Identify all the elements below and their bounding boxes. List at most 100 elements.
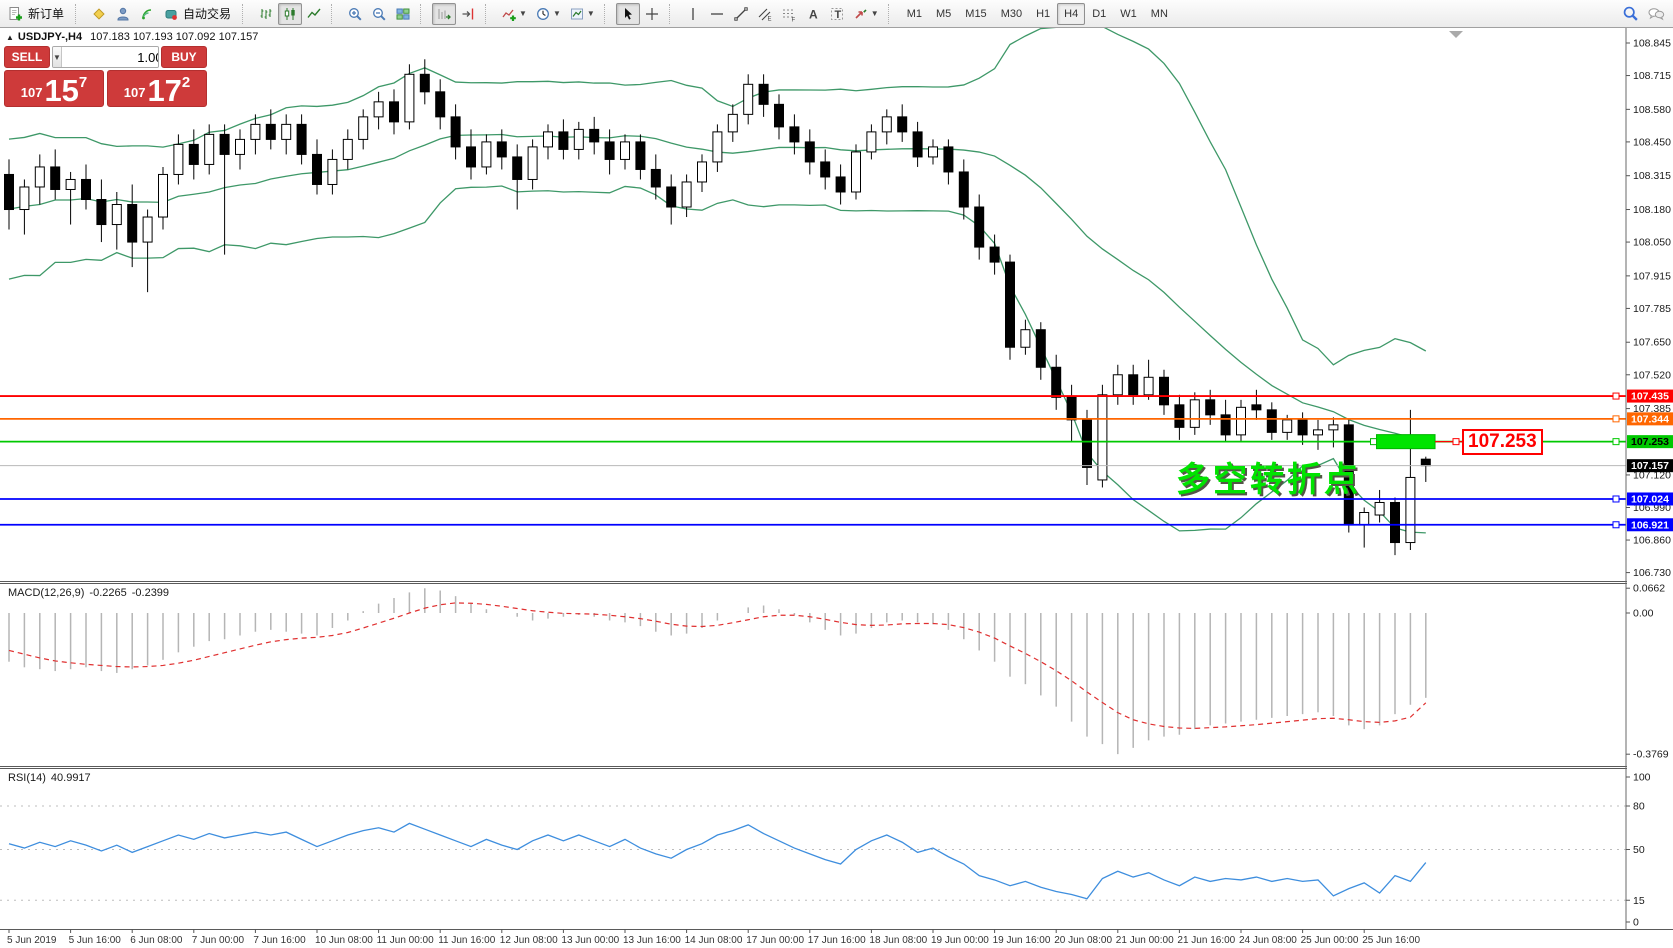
sell-button[interactable]: SELL [4,46,50,68]
candle-body-bullish [851,151,861,193]
time-axis-label: 19 Jun 00:00 [931,935,989,946]
toolbar-grip [75,3,83,24]
timeframe-button-W1[interactable]: W1 [1120,7,1137,20]
chart-window[interactable]: 108.845 108.715 108.580 108.450 108.315 108.1… [0,28,1673,948]
price-badge [1627,412,1673,426]
price-badge [1627,459,1673,473]
timeframe-button-M1[interactable]: M1 [906,7,922,20]
new-order-button[interactable]: 新订单 [4,3,70,25]
highlight-rectangle[interactable] [1376,434,1436,450]
collapse-arrow-icon[interactable]: ▲ [6,33,14,42]
line-chart-icon [306,6,322,22]
price-callout-label[interactable]: 107.253 [1462,428,1543,455]
candle-body-bearish [96,199,107,226]
candle-body-bearish [312,153,322,185]
template-icon [569,6,585,22]
signals-button[interactable] [135,3,159,25]
rsi-value: 40.9917 [50,772,91,784]
candle-body-bullish [928,146,938,158]
dropdown-caret-icon: ▼ [870,9,879,18]
metaeditor-button[interactable] [87,3,111,25]
candle-body-bearish [789,126,800,143]
crosshair-tool-button[interactable] [640,3,664,25]
timeframe-button-M30[interactable]: M30 [1000,7,1023,20]
arrows-tool-button[interactable]: ▼ [849,3,883,25]
candle-body-bearish [1128,374,1139,396]
candle-body-bullish [173,143,184,175]
hline-anchor-square[interactable] [1612,415,1620,423]
price-badge [1627,389,1673,403]
chinese-annotation[interactable]: 多空转折点 [1176,461,1361,499]
sell-price-pip: 7 [78,74,88,91]
candle-body-bullish [697,161,707,183]
macd-signal-line [8,602,1427,729]
hline-anchor-square[interactable] [1612,438,1620,446]
buy-price-prefix: 107 [123,85,146,100]
rectangle-anchor-square[interactable] [1370,438,1378,446]
timeframe-button-M15[interactable]: M15 [965,7,987,20]
volume-input[interactable] [61,47,158,67]
candle-body-bullish [743,83,754,115]
candle-body-bearish [219,133,230,155]
zoom-out-icon [371,6,387,22]
periods-button[interactable]: ▼ [531,3,565,25]
trendline-tool-button[interactable] [729,3,753,25]
candle-body-bearish [81,178,91,201]
search-button[interactable] [1618,3,1643,25]
candle-body-bullish [404,73,415,123]
indicators-button[interactable]: ▼ [497,3,531,25]
indicators-icon [501,6,517,22]
chat-button[interactable] [1643,3,1669,25]
autotrading-button[interactable]: 自动交易 [159,3,237,25]
toolbar-grip [485,3,493,24]
buy-button[interactable]: BUY [161,46,207,68]
zoom-out-button[interactable] [367,3,391,25]
timeframe-button-D1[interactable]: D1 [1092,7,1107,20]
buy-price-box[interactable]: 107 17 2 [107,70,207,107]
chart-shift-marker[interactable] [1449,31,1463,38]
market-button[interactable] [111,3,135,25]
hline-anchor-square[interactable] [1612,495,1620,503]
timeframe-button-H1[interactable]: H1 [1036,7,1051,20]
tile-windows-button[interactable] [391,3,415,25]
timeframe-button-H4[interactable]: H4 [1057,2,1086,25]
horizontal-line-tool-button[interactable] [705,3,729,25]
vertical-line-tool-button[interactable] [681,3,705,25]
text-label-tool-button[interactable]: T [825,3,849,25]
time-axis-label: 25 Jun 00:00 [1301,935,1359,946]
zoom-in-button[interactable] [343,3,367,25]
chart-canvas[interactable]: 108.845 108.715 108.580 108.450 108.315 108.1… [0,28,1673,948]
cursor-tool-button[interactable] [615,2,640,25]
channel-tool-button[interactable]: E [753,3,777,25]
price-tick-label: 108.845 [1633,38,1671,50]
price-tick-label: 108.580 [1633,104,1671,116]
bar-chart-button[interactable] [254,3,278,25]
rsi-axis-label: 50 [1633,844,1645,856]
price-tick-label: 107.915 [1633,270,1671,282]
price-axis-area[interactable] [1627,28,1673,929]
hline-anchor-square[interactable] [1612,521,1620,529]
volume-decrease-button[interactable]: ▼ [53,47,62,67]
fibonacci-tool-button[interactable]: F [777,3,801,25]
sell-price-box[interactable]: 107 15 7 [4,70,104,107]
candle-body-bullish [681,181,692,208]
one-click-trading-panel: SELL ▼ ▲ BUY 107 15 7 107 17 2 [4,46,207,107]
callout-anchor-square[interactable] [1452,438,1460,446]
toolbar-grip [887,3,896,24]
chart-shift-button[interactable] [456,3,480,25]
line-chart-button[interactable] [302,3,326,25]
candle-body-bullish [1189,399,1200,428]
hline-anchor-square[interactable] [1612,392,1620,400]
candlestick-chart-button[interactable] [278,2,303,25]
auto-scroll-button[interactable] [432,2,457,25]
timeframe-button-MN[interactable]: MN [1150,7,1168,20]
candle-body-bullish [1236,406,1246,436]
text-tool-button[interactable]: A [801,3,825,25]
candle-body-bearish [589,128,600,143]
candle-body-bullish [1374,501,1385,516]
price-tick-label: 106.860 [1633,535,1671,547]
templates-button[interactable]: ▼ [565,3,599,25]
time-axis-label: 21 Jun 16:00 [1177,935,1235,946]
timeframe-button-M5[interactable]: M5 [936,7,952,20]
macd-main-value: -0.2265 [89,587,127,599]
